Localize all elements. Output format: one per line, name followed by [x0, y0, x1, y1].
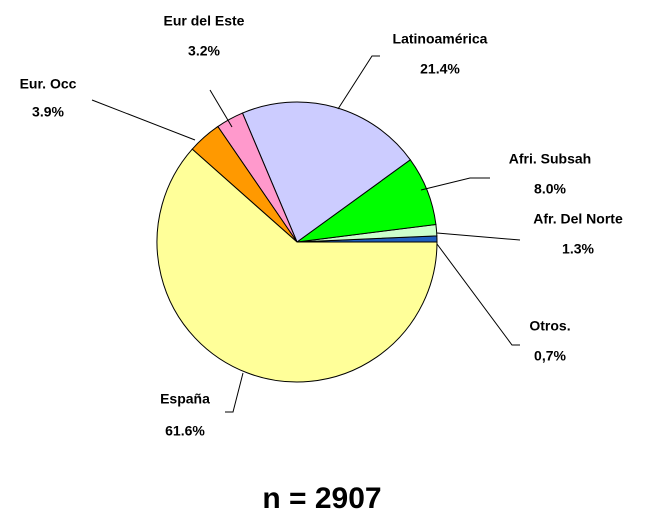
slice-label: Eur del Este — [164, 13, 245, 29]
leader-line — [91, 99, 196, 141]
slice-value-label: 3.9% — [32, 104, 64, 120]
slice-value-label: 61.6% — [165, 423, 205, 439]
slice-value-label: 3.2% — [188, 43, 220, 59]
leader-line — [420, 177, 490, 191]
slice-label: Otros. — [529, 318, 570, 334]
slice-label: Eur. Occ — [20, 76, 77, 92]
leader-line — [337, 55, 380, 110]
slice-label: Afri. Subsah — [509, 151, 591, 167]
pie-slice — [156, 148, 438, 383]
slice-value-label: 1.3% — [562, 241, 594, 257]
leader-line — [436, 232, 521, 241]
slice-label: Afr. Del Norte — [533, 211, 623, 227]
leader-line — [225, 372, 244, 413]
slice-label: Latinoamérica — [393, 31, 488, 47]
slice-value-label: 21.4% — [420, 61, 460, 77]
slice-label: España — [160, 391, 210, 407]
slice-value-label: 8.0% — [534, 181, 566, 197]
leader-line — [209, 89, 233, 128]
sample-size-note: n = 2907 — [262, 482, 381, 515]
slice-value-label: 0,7% — [534, 348, 566, 364]
leader-line — [436, 243, 520, 346]
pie-slice — [241, 101, 412, 243]
